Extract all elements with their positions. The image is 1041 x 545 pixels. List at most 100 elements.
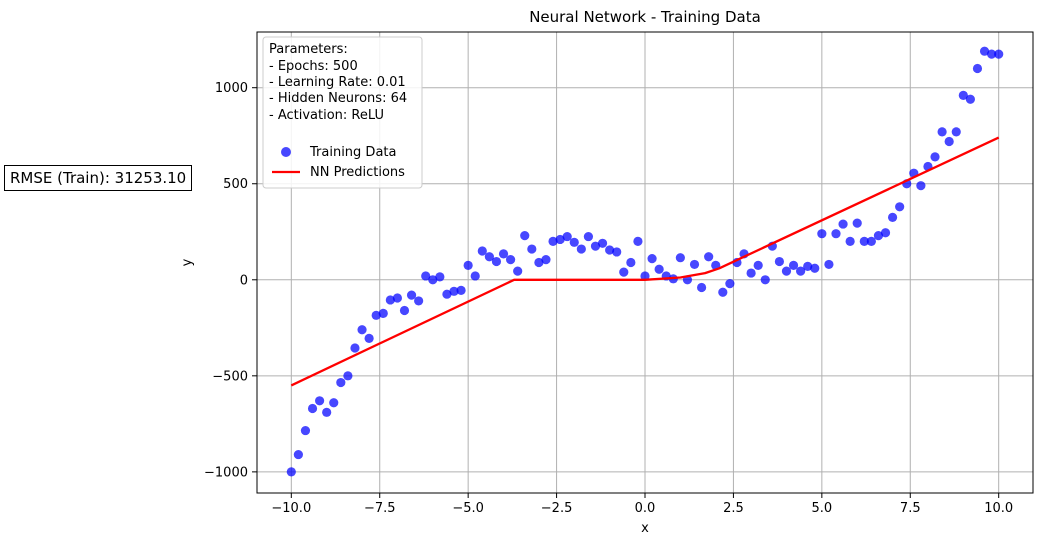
training-data-point [315,396,325,406]
x-tick-label: 2.5 [723,501,744,516]
training-data-point [746,268,756,278]
training-data-point [689,259,700,270]
training-data-point [852,218,862,228]
y-tick-label: −1000 [204,465,248,480]
training-data-point [994,49,1004,59]
x-tick-label: 10.0 [984,501,1013,516]
training-data-point [958,90,968,100]
x-tick-label: −5.0 [452,501,484,516]
training-data-point [286,467,296,477]
x-tick-label: −7.5 [364,501,396,516]
rmse-annotation: RMSE (Train): 31253.10 [4,165,193,191]
training-data-point [640,271,650,281]
training-data-point [364,333,374,343]
training-data-point [845,236,855,246]
x-axis-label: x [641,521,649,536]
training-data-point [392,293,403,303]
training-data-point [810,263,820,273]
training-data-point [449,286,459,296]
training-data-point [583,231,594,242]
axis-ticks: −10.0 −7.5 −5.0 −2.5 0.0 2.5 5.0 7.5 10.0 −1000 −5… [204,81,1013,516]
training-data-point [576,244,586,254]
training-data-point [534,257,544,268]
training-data-point [378,308,388,319]
training-data-point [470,271,480,281]
training-data-point [838,219,848,229]
training-data-point [866,236,876,246]
training-data-point [520,231,530,241]
training-data-point [979,46,990,56]
training-data-point [385,295,395,305]
y-axis-label: y [180,258,195,266]
training-data-point [796,266,806,276]
training-data-point [774,256,785,267]
x-tick-label: 5.0 [812,501,833,516]
training-data-point [484,252,494,262]
training-data-point [399,305,410,316]
training-data-point [435,272,445,282]
training-data-point [350,343,360,353]
training-data-point [696,282,707,293]
y-tick-label: 1000 [215,81,248,96]
legend: Parameters: - Epochs: 500 - Learning Rat… [262,36,423,189]
training-data-point [817,229,827,239]
legend-box [262,36,423,189]
training-data-point [597,238,608,248]
training-data-point [477,246,487,256]
legend-parameter-hidden-neurons: - Hidden Neurons: 64 [269,91,407,106]
training-data-point [895,202,905,212]
training-data-point [555,234,565,245]
training-data-point [307,403,318,414]
x-tick-label: 7.5 [900,501,921,516]
legend-label-training-data: Training Data [309,145,396,160]
training-data-point [336,377,346,388]
training-data-point [788,260,799,270]
training-data-point [329,398,339,408]
training-data-point [880,228,891,238]
training-data-point [831,229,841,239]
training-data-point [654,264,664,274]
legend-parameters-title: Parameters: [269,42,348,57]
training-data-point [859,236,869,246]
training-data-point [704,252,714,262]
training-data-point [760,275,770,285]
training-data-point [541,255,551,265]
legend-parameter-learning-rate: - Learning Rate: 0.01 [269,75,406,90]
y-tick-label: 0 [240,273,248,288]
y-tick-label: 500 [223,177,248,192]
training-data-point [824,259,834,270]
training-data-point [951,127,961,137]
training-data-point [930,152,940,162]
training-data-point [937,127,947,137]
x-tick-label: 0.0 [635,501,656,516]
training-data-point [322,407,332,417]
training-data-point [491,256,502,267]
training-data-point [421,271,431,281]
training-data-point [718,287,728,297]
training-data-point [527,244,537,254]
training-data-point [548,236,558,246]
training-data-point [562,231,572,242]
training-data-point [605,245,615,255]
nn-predictions-line [290,136,1000,387]
training-data-point [647,254,657,264]
plot-series [286,46,1004,477]
training-data-point [753,260,763,270]
legend-parameter-epochs: - Epochs: 500 [269,59,358,74]
training-data-point [463,260,473,270]
training-data-point [406,290,417,300]
training-data-point [442,289,452,299]
y-tick-label: −500 [212,369,248,384]
training-data-point [343,371,353,381]
training-data-point [675,253,685,263]
training-data-point [505,255,516,265]
training-data-point [300,425,311,436]
training-data-point [513,266,523,276]
chart-title: Neural Network - Training Data [529,8,761,26]
legend-parameter-activation: - Activation: ReLU [269,108,384,123]
training-data-point [781,266,792,276]
training-data-point [972,63,983,74]
training-data-point [626,257,636,268]
training-data-point [293,449,303,460]
